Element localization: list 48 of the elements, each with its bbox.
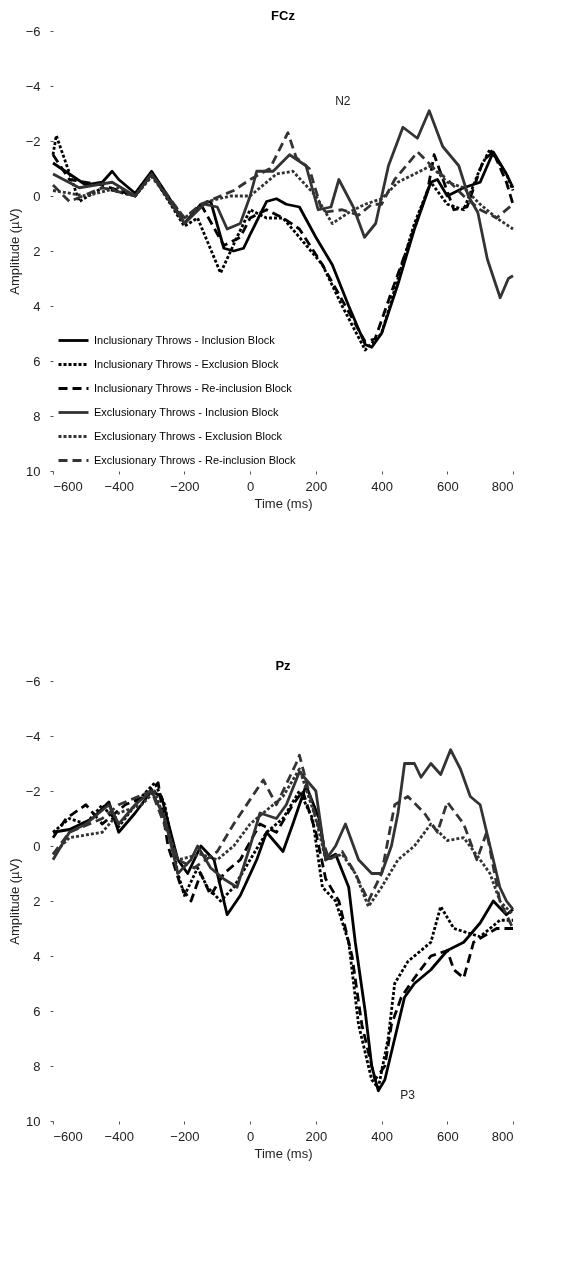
x-tick-label: −400 xyxy=(104,478,134,494)
x-tick-label: 400 xyxy=(371,478,393,494)
y-tick-label: 4 xyxy=(33,948,41,964)
x-tick-label: −200 xyxy=(170,1128,200,1144)
legend-label: Inclusionary Throws - Re-inclusion Block xyxy=(94,381,293,394)
x-tick-label: 600 xyxy=(436,1128,459,1144)
x-tick-label: 200 xyxy=(305,478,328,494)
y-tick-label: −2 xyxy=(25,133,41,149)
y-tick-label: −6 xyxy=(25,23,41,39)
y-tick-label: −4 xyxy=(25,78,41,94)
y-tick-label: 8 xyxy=(33,408,41,424)
x-tick-label: −600 xyxy=(53,1128,83,1144)
x-axis-title: Time (ms) xyxy=(254,1145,313,1161)
x-tick-label: 400 xyxy=(371,1128,393,1144)
y-tick-label: −2 xyxy=(25,783,41,799)
x-tick-label: 800 xyxy=(491,1128,514,1144)
x-tick-label: −200 xyxy=(170,478,200,494)
y-tick-label: 10 xyxy=(26,463,41,479)
y-tick-label: 6 xyxy=(33,353,41,369)
y-tick-label: 4 xyxy=(33,298,41,314)
chart-title: FCz xyxy=(271,8,296,23)
legend-label: Exclusionary Throws - Re-inclusion Block xyxy=(94,453,297,466)
y-tick-label: 10 xyxy=(26,1113,41,1129)
y-tick-label: 2 xyxy=(33,243,41,259)
x-tick-label: 600 xyxy=(436,478,459,494)
x-tick-label: 0 xyxy=(247,1128,255,1144)
legend-label: Exclusionary Throws - Inclusion Block xyxy=(94,405,279,418)
x-tick-label: 800 xyxy=(491,478,514,494)
y-axis-title: Amplitude (µV) xyxy=(6,208,22,295)
x-tick-label: −600 xyxy=(53,478,83,494)
y-axis-title: Amplitude (µV) xyxy=(6,858,22,945)
x-tick-label: −400 xyxy=(104,1128,134,1144)
x-axis-title: Time (ms) xyxy=(254,495,313,511)
y-tick-label: 0 xyxy=(33,838,41,854)
y-tick-label: 8 xyxy=(33,1058,41,1074)
legend-label: Exclusionary Throws - Exclusion Block xyxy=(94,429,283,442)
x-tick-label: 200 xyxy=(305,1128,328,1144)
annotation: N2 xyxy=(335,94,351,109)
y-tick-label: 0 xyxy=(33,188,41,204)
chart-title: Pz xyxy=(275,658,292,673)
y-tick-label: 2 xyxy=(33,893,41,909)
y-tick-label: −6 xyxy=(25,673,41,689)
x-tick-label: 0 xyxy=(247,478,255,494)
y-tick-label: 6 xyxy=(33,1003,41,1019)
legend-label: Inclusionary Throws - Inclusion Block xyxy=(94,333,276,346)
y-tick-label: −4 xyxy=(25,728,41,744)
annotation: P3 xyxy=(400,1087,416,1102)
legend-label: Inclusionary Throws - Exclusion Block xyxy=(94,357,279,370)
